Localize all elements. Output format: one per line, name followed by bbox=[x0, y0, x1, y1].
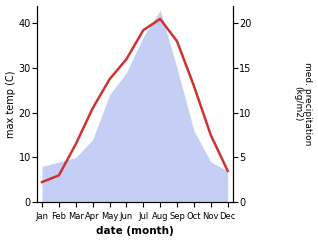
X-axis label: date (month): date (month) bbox=[96, 227, 174, 236]
Y-axis label: med. precipitation
(kg/m2): med. precipitation (kg/m2) bbox=[293, 62, 313, 145]
Y-axis label: max temp (C): max temp (C) bbox=[5, 70, 16, 138]
